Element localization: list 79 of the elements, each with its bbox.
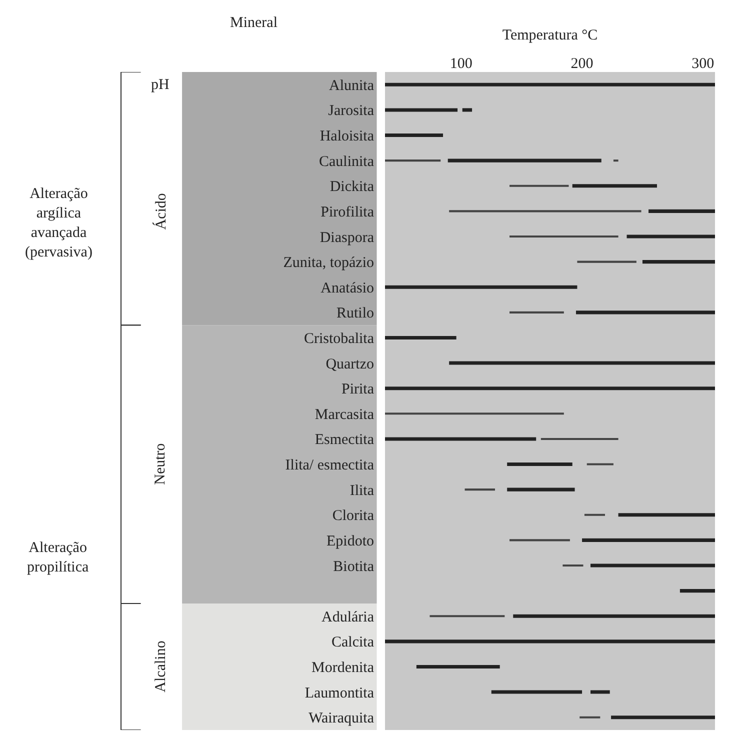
bar bbox=[580, 716, 600, 718]
y-tick-label: Laumontita bbox=[304, 685, 374, 702]
text: pH bbox=[151, 77, 170, 93]
bar bbox=[613, 160, 618, 162]
bar bbox=[576, 310, 715, 314]
text: Alcalino bbox=[152, 640, 169, 692]
bar bbox=[510, 235, 618, 238]
bar bbox=[577, 260, 636, 263]
bar bbox=[513, 614, 715, 618]
bar bbox=[540, 438, 618, 440]
y-tick-label: Zunita, topázio bbox=[283, 255, 374, 272]
text: Mineral bbox=[230, 15, 278, 31]
y-tick-label: Dickita bbox=[330, 179, 374, 196]
bar bbox=[510, 311, 564, 314]
bar bbox=[464, 488, 495, 491]
bar bbox=[586, 463, 614, 466]
y-tick-label: Pirofilita bbox=[320, 204, 374, 220]
bar bbox=[590, 690, 610, 694]
y-tick-label: Mordenita bbox=[312, 660, 374, 676]
y-tick-label: Biotita bbox=[333, 558, 374, 575]
y-tick-label: Ilita/ esmectita bbox=[285, 458, 374, 474]
bar bbox=[385, 412, 564, 415]
bar bbox=[385, 160, 441, 162]
bar bbox=[572, 184, 657, 188]
y-tick-label: Cristobalita bbox=[304, 330, 374, 347]
bar bbox=[385, 437, 536, 441]
y-tick-label: Esmectita bbox=[314, 432, 374, 448]
bar bbox=[584, 514, 605, 516]
bar bbox=[618, 513, 715, 517]
bar bbox=[385, 336, 456, 340]
y-tick-label: Diaspora bbox=[320, 230, 374, 246]
y-tick-label: Rutilo bbox=[336, 306, 374, 322]
x-tick-label: 200 bbox=[570, 56, 594, 72]
y-tick-label: Haloisita bbox=[320, 128, 374, 145]
text: Alteração propilítica bbox=[27, 540, 89, 576]
bar bbox=[507, 462, 572, 466]
bar bbox=[385, 134, 444, 138]
y-tick-label: Wairaquita bbox=[308, 710, 374, 727]
y-tick-label: Jarosita bbox=[328, 103, 374, 120]
bar bbox=[562, 564, 584, 567]
bar bbox=[510, 184, 569, 187]
bar bbox=[448, 158, 602, 162]
bar bbox=[385, 82, 715, 86]
text: Alteração argílica avançada (pervasiva) bbox=[25, 186, 92, 260]
bar bbox=[626, 234, 715, 238]
bar bbox=[611, 716, 715, 720]
bar bbox=[416, 664, 500, 668]
bar bbox=[462, 108, 472, 112]
y-tick-label: Adulária bbox=[322, 609, 374, 626]
bar bbox=[582, 538, 715, 542]
bar bbox=[449, 210, 642, 212]
bar bbox=[449, 361, 715, 365]
text: Ácido bbox=[152, 193, 170, 230]
y-tick-label: Epidoto bbox=[326, 533, 374, 550]
y-tick-label: Ilita bbox=[350, 482, 374, 499]
x-tick-label: 100 bbox=[450, 56, 472, 72]
y-tick-label: Marcasita bbox=[314, 406, 374, 423]
bar bbox=[510, 539, 570, 542]
bar bbox=[430, 615, 505, 618]
bar bbox=[385, 386, 715, 390]
bar bbox=[385, 640, 715, 644]
y-tick-label: Anatásio bbox=[320, 280, 374, 296]
bar bbox=[590, 564, 715, 568]
bar bbox=[680, 589, 715, 593]
y-tick-label: Alunita bbox=[329, 78, 374, 94]
bar bbox=[385, 285, 578, 289]
bar bbox=[491, 690, 582, 694]
bar bbox=[642, 260, 715, 264]
text: Neutro bbox=[152, 443, 168, 485]
y-tick-label: Clorita bbox=[332, 508, 374, 524]
bar bbox=[385, 108, 458, 112]
x-axis-title: Temperatura °C bbox=[502, 27, 598, 44]
x-tick-label: 300 bbox=[692, 56, 714, 72]
bar bbox=[648, 209, 715, 213]
y-tick-label: Calcita bbox=[332, 634, 374, 651]
y-tick-label: Caulinita bbox=[319, 154, 374, 170]
bar bbox=[507, 488, 575, 492]
y-tick-label: Pirita bbox=[342, 382, 374, 398]
y-tick-label: Quartzo bbox=[326, 356, 374, 372]
